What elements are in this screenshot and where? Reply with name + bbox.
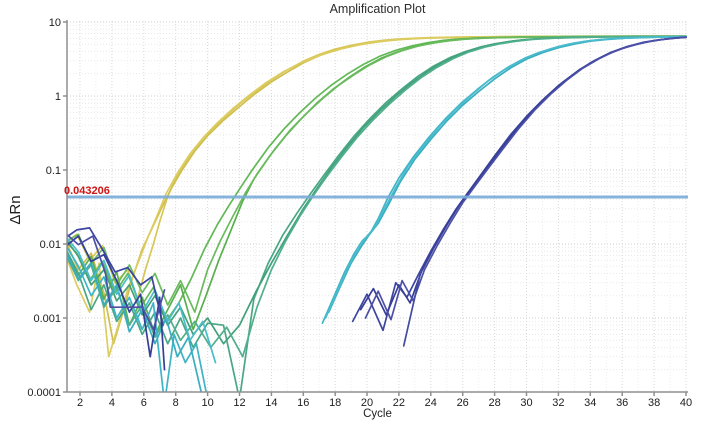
x-tick-label: 34 — [584, 397, 596, 409]
y-tick-label: 0.01 — [40, 239, 61, 251]
amplification-curve — [67, 227, 164, 327]
amplification-curve — [351, 36, 687, 332]
amplification-curve — [67, 35, 687, 313]
x-tick-label: 14 — [265, 397, 277, 409]
amplification-curve — [324, 35, 687, 319]
y-tick-label: 0.001 — [33, 313, 61, 325]
x-axis-label: Cycle — [363, 408, 392, 420]
y-tick-label: 1 — [55, 91, 61, 103]
amplification-curve — [402, 268, 423, 347]
amplification-curve — [67, 252, 203, 392]
amplification-curve — [67, 35, 687, 300]
amplification-curves — [67, 35, 687, 392]
chart-title: Amplification Plot — [329, 2, 426, 16]
x-tick-label: 40 — [680, 397, 692, 409]
x-tick-label: 36 — [616, 397, 628, 409]
y-tick-label: 10 — [49, 17, 61, 29]
x-tick-label: 30 — [520, 397, 532, 409]
x-tick-label: 16 — [297, 397, 309, 409]
axes — [63, 20, 688, 396]
y-tick-labels: 10 1 0.1 0.01 0.001 0.0001 — [27, 17, 61, 399]
x-tick-label: 18 — [329, 397, 341, 409]
x-tick-label: 12 — [233, 397, 245, 409]
grid-major-vertical — [79, 21, 687, 392]
x-tick-label: 38 — [648, 397, 660, 409]
x-tick-label: 32 — [552, 397, 564, 409]
amplification-curve — [67, 35, 687, 336]
amplification-curve — [67, 245, 208, 392]
x-tick-label: 20 — [361, 397, 373, 409]
x-tick-label: 4 — [109, 397, 115, 409]
amplification-curve — [364, 36, 687, 321]
x-tick-label: 2 — [77, 397, 83, 409]
x-tick-labels: 2 4 6 8 10 12 14 16 18 20 22 24 26 28 30 32 34 36 38 40 — [77, 397, 692, 409]
amplification-curve — [327, 35, 687, 313]
x-tick-label: 10 — [201, 397, 213, 409]
x-tick-label: 24 — [425, 397, 437, 409]
amplification-curve — [321, 35, 687, 325]
x-tick-label: 26 — [457, 397, 469, 409]
y-tick-label: 0.1 — [46, 165, 61, 177]
amplification-curve — [67, 236, 217, 364]
x-tick-label: 8 — [173, 397, 179, 409]
x-tick-label: 6 — [141, 397, 147, 409]
x-tick-label: 22 — [393, 397, 405, 409]
x-tick-label: 28 — [488, 397, 500, 409]
threshold-value-label: 0.043206 — [64, 185, 110, 197]
y-tick-label: 0.0001 — [27, 387, 61, 399]
amplification-curve — [67, 233, 166, 331]
